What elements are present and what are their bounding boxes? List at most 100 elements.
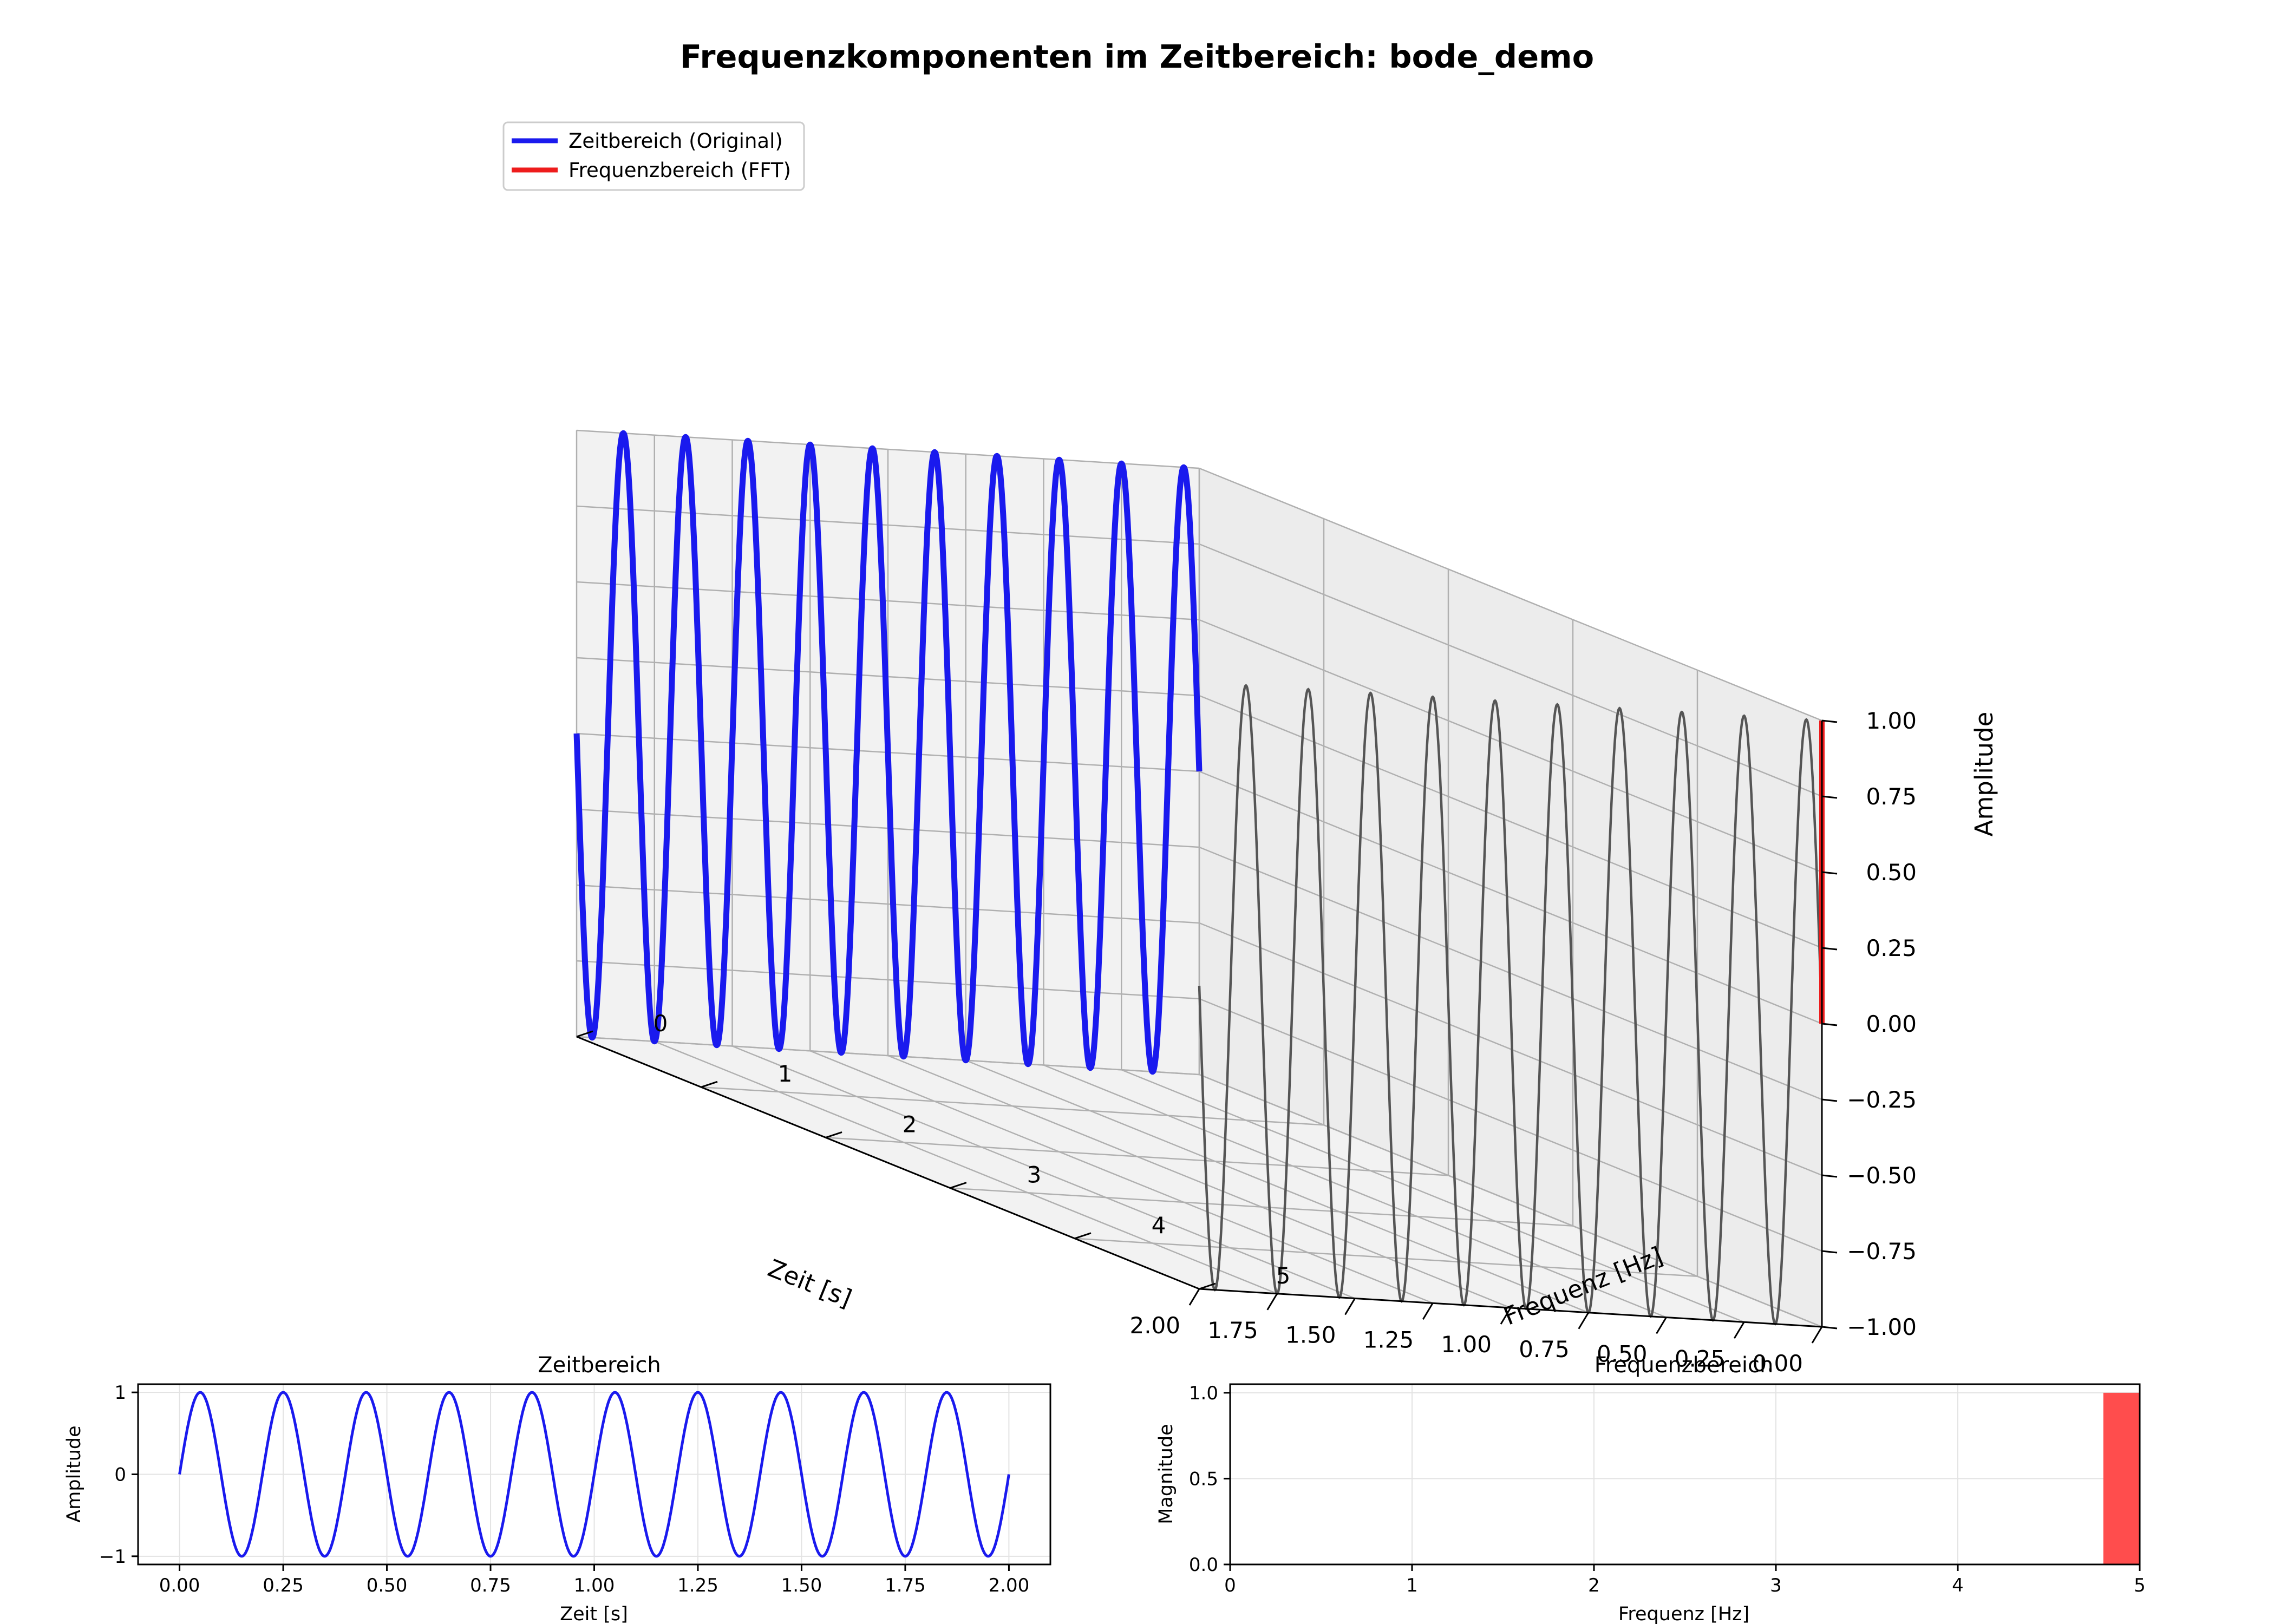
freq-y-tick-label: 1.0 xyxy=(1189,1383,1218,1404)
y-tick-mark xyxy=(825,1131,842,1138)
z-tick-label: −0.25 xyxy=(1847,1086,1917,1113)
grid-line xyxy=(576,1036,1200,1076)
axis-lines-3d xyxy=(576,719,1838,1344)
y-tick-label: 0 xyxy=(654,1010,668,1037)
signal-3d-line xyxy=(573,430,1203,1075)
freq-subplot-title: Frequenzbereich xyxy=(1595,1353,1774,1378)
grid-line xyxy=(576,429,1200,469)
time-x-tick-label: 1.75 xyxy=(885,1575,926,1596)
time-x-tick-label: 2.00 xyxy=(989,1575,1030,1596)
z-tick-label: −1.00 xyxy=(1847,1314,1917,1340)
x-tick-label: 0.00 xyxy=(1752,1350,1803,1377)
time-subplot-y-ticks: −1 0 1 xyxy=(99,1382,126,1568)
grid-line xyxy=(950,1187,1573,1227)
x-tick-mark xyxy=(1266,1293,1278,1311)
z-tick-mark xyxy=(1821,1250,1838,1254)
grid-line xyxy=(1199,467,1822,722)
grid-line xyxy=(576,884,1200,924)
time-x-tick-label: 0.75 xyxy=(470,1575,511,1596)
time-signal-line xyxy=(178,1391,1010,1558)
grid-line xyxy=(1199,770,1822,1025)
freq-subplot-frame xyxy=(1229,1383,2141,1566)
freq-y-tick-label: 0.5 xyxy=(1189,1468,1218,1490)
legend-label-fft: Frequenzbereich (FFT) xyxy=(568,159,791,182)
legend: Zeitbereich (Original) Frequenzbereich (… xyxy=(502,121,805,191)
z-tick-mark xyxy=(1821,1174,1838,1178)
x-axis-line xyxy=(576,1036,1200,1290)
x-tick-label: 1.25 xyxy=(1363,1326,1414,1353)
time-x-tick-label: 0.00 xyxy=(159,1575,200,1596)
legend-label-time: Zeitbereich (Original) xyxy=(568,129,783,153)
frequency-domain-subplot: Frequenzbereich 0 1 2 3 4 5 0.0 0.5 1.0 … xyxy=(1155,1353,2146,1624)
freq-x-tick-label: 3 xyxy=(1770,1575,1782,1596)
x-tick-label: 0.50 xyxy=(1597,1341,1648,1367)
z-tick-label: 0.50 xyxy=(1866,859,1917,886)
fft-bar xyxy=(2103,1392,2140,1564)
y-tick-label: 1 xyxy=(778,1060,793,1087)
z-tick-label: 0.75 xyxy=(1866,783,1917,810)
grid-line xyxy=(1199,619,1822,873)
freq-subplot-y-ticks: 0.0 0.5 1.0 xyxy=(1189,1383,1218,1576)
figure-title: Frequenzkomponenten im Zeitbereich: bode… xyxy=(680,38,1594,75)
freq-x-tick-label: 4 xyxy=(1952,1575,1964,1596)
time-x-tick-label: 0.25 xyxy=(263,1575,304,1596)
x-axis-label: Zeit [s] xyxy=(764,1254,856,1313)
grid-line xyxy=(576,581,1200,621)
x-tick-mark xyxy=(1578,1312,1590,1330)
y-tick-mark xyxy=(1199,1282,1216,1290)
legend-frame xyxy=(502,121,805,191)
x-tick-mark xyxy=(1656,1317,1667,1334)
grid-line xyxy=(809,1050,1433,1304)
y-tick-mark xyxy=(950,1182,967,1189)
y-tick-mark xyxy=(701,1081,718,1088)
grid-line xyxy=(732,1045,1355,1299)
x-tick-label: 1.00 xyxy=(1441,1331,1492,1358)
freq-x-tick-label: 1 xyxy=(1406,1575,1418,1596)
z-axis-ticks: −1.00 −0.75 −0.50 −0.25 0.00 0.25 0.50 0… xyxy=(1847,708,1917,1340)
z-tick-label: 0.00 xyxy=(1866,1011,1917,1037)
grid-line xyxy=(1199,998,1822,1252)
time-y-tick-label: 1 xyxy=(114,1382,126,1404)
time-x-tick-label: 1.00 xyxy=(574,1575,615,1596)
y-tick-mark xyxy=(1074,1232,1092,1240)
x-tick-label: 2.00 xyxy=(1129,1312,1180,1339)
z-tick-mark xyxy=(1821,1326,1838,1330)
x-tick-mark xyxy=(1811,1326,1823,1344)
time-subplot-x-ticks: 0.00 0.25 0.50 0.75 1.00 1.25 1.50 1.75 … xyxy=(159,1575,1030,1596)
x-tick-mark xyxy=(1733,1321,1745,1339)
x-tick-mark xyxy=(1344,1298,1356,1315)
time-y-tick-label: −1 xyxy=(99,1546,126,1568)
z-tick-mark xyxy=(1821,795,1838,799)
grid-line xyxy=(701,1086,1324,1126)
time-subplot-title: Zeitbereich xyxy=(538,1353,661,1378)
y-tick-label: 4 xyxy=(1152,1212,1166,1239)
time-x-tick-label: 1.25 xyxy=(677,1575,718,1596)
y-axis-ticks: 0 1 2 3 4 5 xyxy=(654,1010,1291,1289)
freq-subplot-ylabel: Magnitude xyxy=(1155,1424,1177,1524)
freq-x-tick-label: 2 xyxy=(1588,1575,1600,1596)
freq-subplot-grid xyxy=(1224,1384,2141,1571)
z-tick-label: 0.25 xyxy=(1866,935,1917,961)
freq-y-tick-label: 0.0 xyxy=(1189,1554,1218,1576)
z-tick-mark xyxy=(1821,719,1838,723)
z-tick-mark xyxy=(1821,1098,1838,1102)
freq-subplot-xlabel: Frequenz [Hz] xyxy=(1618,1603,1749,1624)
freq-x-tick-label: 0 xyxy=(1224,1575,1236,1596)
time-subplot-xlabel: Zeit [s] xyxy=(560,1603,628,1624)
freq-x-tick-label: 5 xyxy=(2134,1575,2146,1596)
grid-line xyxy=(1199,543,1822,797)
x-tick-label: 1.75 xyxy=(1207,1317,1258,1344)
y-tick-label: 5 xyxy=(1276,1262,1291,1289)
time-domain-subplot: Zeitbereich 0.00 0.25 0.50 0.75 1.00 1.2… xyxy=(63,1353,1051,1624)
x-tick-label: 1.50 xyxy=(1285,1322,1336,1348)
x-tick-label: 0.25 xyxy=(1675,1345,1726,1372)
z-tick-label: −0.50 xyxy=(1847,1162,1917,1189)
grid-line xyxy=(654,1040,1278,1294)
z-tick-mark xyxy=(1821,947,1838,951)
z-tick-mark xyxy=(1821,1023,1838,1026)
x-axis-ticks: 0.00 0.25 0.50 0.75 1.00 1.25 1.50 1.75 … xyxy=(1129,1312,1803,1377)
x-tick-mark xyxy=(1422,1302,1434,1320)
axes-3d: −1.00 −0.75 −0.50 −0.25 0.00 0.25 0.50 0… xyxy=(573,429,1998,1377)
z-tick-mark xyxy=(1821,871,1838,875)
